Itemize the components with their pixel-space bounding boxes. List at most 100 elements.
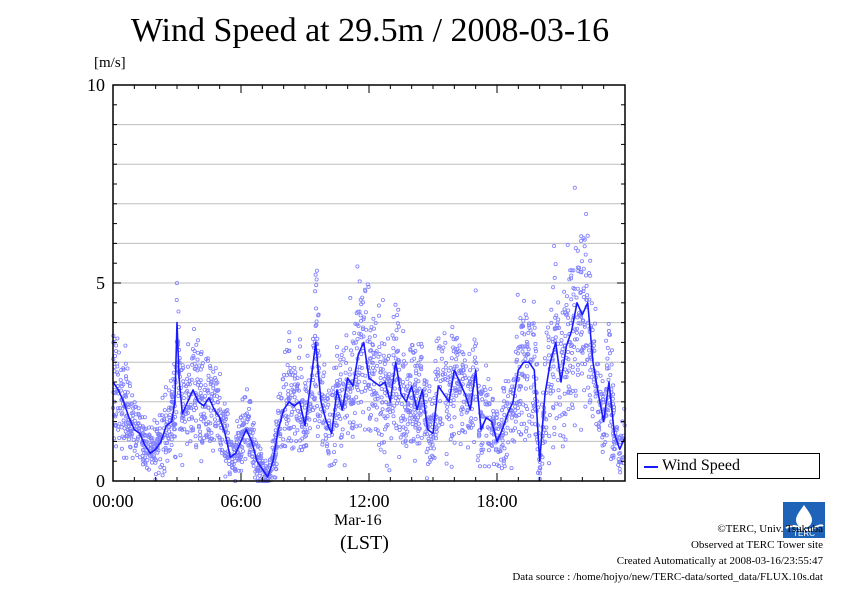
- scatter-point: [424, 393, 429, 398]
- scatter-point: [410, 422, 415, 427]
- scatter-point: [337, 389, 342, 394]
- scatter-point: [343, 370, 348, 375]
- scatter-point: [181, 416, 186, 421]
- scatter-point: [442, 331, 447, 336]
- scatter-point: [124, 374, 129, 379]
- scatter-point: [588, 368, 593, 373]
- scatter-point: [480, 441, 485, 446]
- scatter-point: [223, 458, 228, 463]
- scatter-point: [444, 452, 449, 457]
- scatter-point: [123, 429, 128, 434]
- scatter-point: [475, 458, 480, 463]
- scatter-point: [434, 339, 439, 344]
- scatter-point: [133, 421, 138, 426]
- scatter-point: [357, 279, 362, 284]
- scatter-point: [484, 433, 489, 438]
- scatter-point: [527, 433, 532, 438]
- scatter-point: [197, 429, 202, 434]
- scatter-point: [223, 474, 228, 479]
- scatter-point: [289, 409, 294, 414]
- scatter-point: [308, 404, 313, 409]
- scatter-point: [578, 290, 583, 295]
- scatter-point: [369, 325, 374, 330]
- scatter-point: [531, 404, 536, 409]
- scatter-point: [457, 343, 462, 348]
- scatter-point: [542, 356, 547, 361]
- scatter-point: [162, 466, 167, 471]
- scatter-point: [212, 390, 217, 395]
- scatter-point: [223, 414, 228, 419]
- scatter-point: [316, 414, 321, 419]
- legend: Wind Speed: [637, 453, 820, 479]
- scatter-point: [472, 439, 477, 444]
- scatter-point: [206, 405, 211, 410]
- scatter-point: [434, 429, 439, 434]
- scatter-point: [169, 442, 174, 447]
- scatter-point: [575, 286, 580, 291]
- credit-created: Created Automatically at 2008-03-16/23:5…: [616, 555, 823, 567]
- scatter-point: [267, 457, 272, 462]
- scatter-point: [590, 406, 595, 411]
- scatter-point: [296, 388, 301, 393]
- scatter-point: [350, 434, 355, 439]
- credit-copyright: ©TERC, Univ. Tsukuba: [717, 523, 823, 535]
- scatter-point: [121, 422, 126, 427]
- scatter-point: [413, 363, 418, 368]
- scatter-point: [354, 346, 359, 351]
- scatter-point: [334, 345, 339, 350]
- scatter-point: [469, 416, 474, 421]
- scatter-point: [325, 393, 330, 398]
- scatter-point: [524, 316, 529, 321]
- scatter-point: [473, 394, 478, 399]
- scatter-point: [337, 413, 342, 418]
- scatter-point: [186, 342, 191, 347]
- scatter-point: [484, 363, 489, 368]
- scatter-point: [367, 376, 372, 381]
- scatter-point: [459, 370, 464, 375]
- scatter-point: [524, 339, 529, 344]
- scatter-point: [197, 386, 202, 391]
- scatter-point: [195, 350, 200, 355]
- scatter-point: [419, 344, 424, 349]
- scatter-point: [533, 341, 538, 346]
- scatter-point: [355, 264, 360, 269]
- scatter-point: [359, 352, 364, 357]
- scatter-point: [424, 476, 429, 481]
- scatter-point: [451, 337, 456, 342]
- scatter-point: [383, 400, 388, 405]
- scatter-point: [400, 363, 405, 368]
- scatter-point: [481, 447, 486, 452]
- scatter-point: [220, 411, 225, 416]
- scatter-point: [150, 436, 155, 441]
- scatter-point: [509, 466, 514, 471]
- scatter-point: [209, 377, 214, 382]
- scatter-point: [579, 371, 584, 376]
- scatter-point: [298, 344, 303, 349]
- scatter-point: [615, 425, 620, 430]
- scatter-point: [334, 415, 339, 420]
- scatter-point: [551, 339, 556, 344]
- scatter-point: [187, 382, 192, 387]
- scatter-point: [182, 427, 187, 432]
- scatter-point: [449, 356, 454, 361]
- scatter-point: [572, 357, 577, 362]
- scatter-point: [513, 419, 518, 424]
- scatter-point: [397, 454, 402, 459]
- scatter-point: [189, 424, 194, 429]
- scatter-point: [562, 423, 567, 428]
- scatter-point: [411, 350, 416, 355]
- scatter-point: [523, 312, 528, 317]
- scatter-point: [189, 377, 194, 382]
- scatter-point: [199, 459, 204, 464]
- scatter-point: [218, 442, 223, 447]
- scatter-point: [293, 370, 298, 375]
- scatter-point: [552, 243, 557, 248]
- scatter-point: [357, 365, 362, 370]
- scatter-point: [419, 409, 424, 414]
- scatter-point: [240, 418, 245, 423]
- scatter-point: [514, 359, 519, 364]
- scatter-point: [231, 447, 236, 452]
- scatter-point: [286, 388, 291, 393]
- scatter-point: [136, 421, 141, 426]
- scatter-point: [194, 342, 199, 347]
